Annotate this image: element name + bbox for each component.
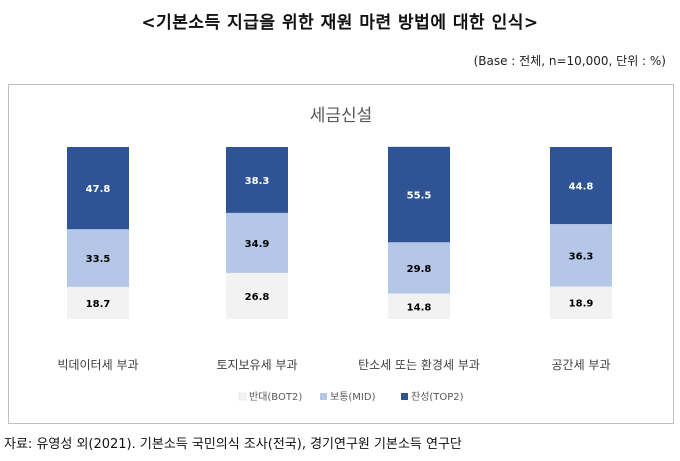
bar-segment (550, 286, 612, 319)
bar-segment (67, 286, 129, 319)
data-label: 29.8 (407, 264, 432, 275)
bar-segment (226, 147, 288, 213)
source-note: 자료: 유영성 외(2021). 기본소득 국민의식 조사(전국), 경기연구원… (4, 437, 462, 452)
chart-title: 세금신설 (309, 106, 373, 126)
bar-segment (550, 147, 612, 225)
data-label: 33.5 (86, 254, 111, 265)
data-label: 14.8 (407, 302, 432, 313)
data-label: 34.9 (245, 239, 270, 250)
legend-label: 찬성(TOP2) (411, 391, 464, 403)
data-label: 26.8 (245, 292, 270, 303)
bar-segment (388, 293, 450, 319)
data-label: 38.3 (245, 176, 270, 187)
legend-swatch (320, 393, 327, 400)
page-title: <기본소득 지급을 위한 재원 마련 방법에 대한 인식> (141, 13, 539, 33)
bar-segment (226, 272, 288, 319)
bar-segment (226, 212, 288, 273)
bar-segment (388, 146, 450, 243)
base-note: (Base : 전체, n=10,000, 단위 : %) (473, 54, 666, 68)
bar-segment (67, 229, 129, 287)
data-label: 55.5 (407, 191, 432, 202)
stacked-bar-chart: 18.7 33.5 47.8 빅데이터세 부과 26.8 34.9 38.3 토지보유세 부과… (57, 146, 612, 403)
category-label: 탄소세 또는 환경세 부과 (358, 358, 480, 372)
category-label: 토지보유세 부과 (216, 358, 297, 372)
data-label: 47.8 (86, 184, 111, 195)
data-label: 18.9 (569, 299, 594, 310)
legend-label: 보통(MID) (330, 391, 376, 403)
chart-panel: 세금신설 18.7 33.5 47.8 빅데이터세 부과 26.8 34.9 38.3 토지보… (8, 84, 674, 424)
bar-segment (388, 242, 450, 294)
legend-swatch (401, 393, 408, 400)
legend-swatch (238, 392, 247, 401)
category-label: 빅데이터세 부과 (57, 358, 138, 372)
bar-segment (67, 147, 129, 230)
data-label: 44.8 (569, 182, 594, 193)
bar-segment (550, 224, 612, 287)
category-label: 공간세 부과 (551, 358, 610, 372)
data-label: 18.7 (86, 299, 111, 310)
legend-label: 반대(BOT2) (249, 391, 302, 403)
data-label: 36.3 (569, 251, 594, 262)
